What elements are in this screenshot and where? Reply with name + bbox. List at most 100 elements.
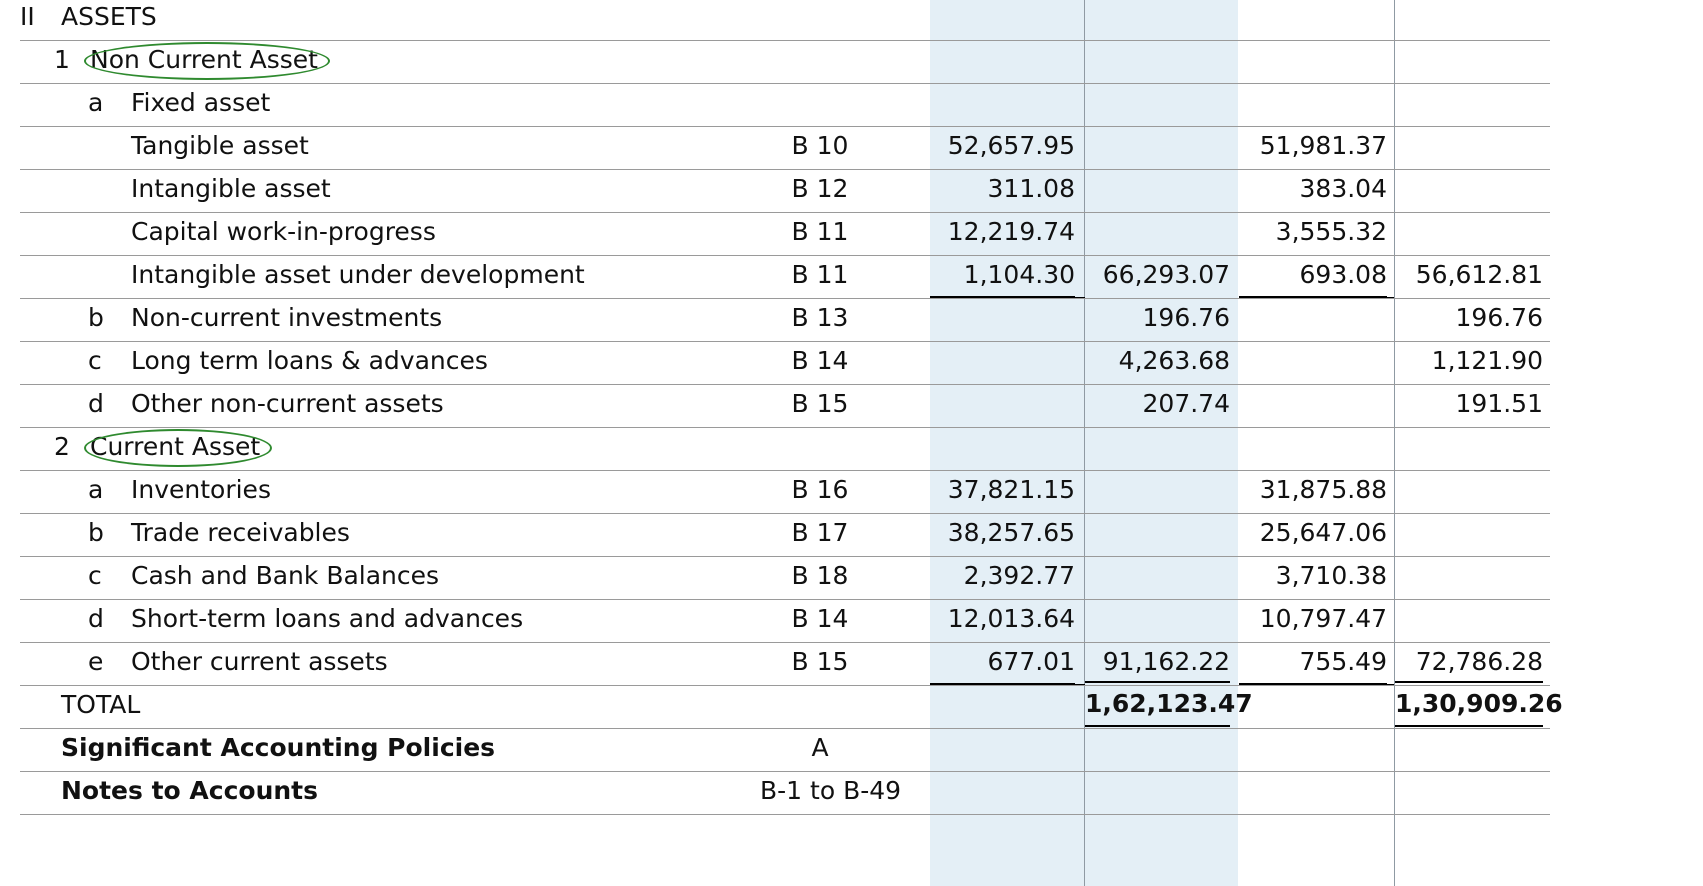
table-row: c Long term loans & advances B 14 4,263.68 1… [0,338,1703,385]
note-reference: B 17 [791,518,849,547]
amount-cell: 72,786.28 [1415,647,1543,676]
row-label: Long term loans & advances [131,346,488,375]
table-row: Capital work-in-progress B 11 12,219.74 3,5… [0,209,1703,256]
row-label: Short-term loans and advances [131,604,524,633]
row-rule [20,83,1550,84]
row-letter: b [88,518,104,547]
table-row: b Trade receivables B 17 38,257.65 25,647.06 [0,510,1703,557]
row-label: Other current assets [131,647,388,676]
table-row: c Cash and Bank Balances B 18 2,392.77 3,710… [0,553,1703,600]
row-rule [20,40,1550,41]
note-reference: B 15 [791,389,849,418]
row-rule [20,384,1550,385]
total-amount: 1,30,909.26 [1395,681,1563,727]
row-rule [20,728,1550,729]
amount-cell: 3,710.38 [1275,561,1387,590]
row-rule [20,771,1550,772]
row-rule [20,212,1550,213]
amount-cell: 12,013.64 [947,604,1075,633]
note-reference: B 15 [791,647,849,676]
amount-cell: 51,981.37 [1259,131,1387,160]
row-letter: d [88,389,104,418]
table-row: Tangible asset B 10 52,657.95 51,981.37 [0,123,1703,170]
group-number: 2 [54,432,70,461]
note-reference: B 11 [791,260,849,289]
total-label: TOTAL [61,690,141,719]
amount-cell: 311.08 [987,174,1075,203]
table-row: e Other current assets B 15 677.01 91,162.22… [0,639,1703,686]
amount-cell: 207.74 [1142,389,1230,418]
row-letter: e [88,647,104,676]
row-letter: c [88,346,102,375]
table-row: a Inventories B 16 37,821.15 31,875.88 [0,467,1703,514]
row-label: Intangible asset under development [131,260,585,289]
note-reference: B 13 [791,303,849,332]
note-reference: B 16 [791,475,849,504]
row-rule [20,556,1550,557]
amount-cell: 37,821.15 [947,475,1075,504]
table-row: Significant Accounting Policies A [0,725,1703,772]
amount-cell: 1,121.90 [1431,346,1543,375]
note-reference: B 12 [791,174,849,203]
note-reference: B 14 [791,346,849,375]
row-rule [20,298,1550,299]
note-reference: B 14 [791,604,849,633]
row-label: Cash and Bank Balances [131,561,440,590]
amount-cell: 191.51 [1455,389,1543,418]
table-row: II ASSETS [0,0,1703,41]
group-label: Current Asset [90,432,261,461]
note-reference: A [811,733,829,762]
table-row: b Non-current investments B 13 196.76 196.76 [0,295,1703,342]
group-number: 1 [54,45,70,74]
row-rule [20,341,1550,342]
table-row: Notes to Accounts B-1 to B-49 [0,768,1703,815]
row-letter: a [88,88,104,117]
table-row: d Short-term loans and advances B 14 12,013… [0,596,1703,643]
amount-cell: 4,263.68 [1118,346,1230,375]
row-label: Non-current investments [131,303,443,332]
row-rule [20,427,1550,428]
note-reference: B 10 [791,131,849,160]
amount-cell: 91,162.22 [1102,647,1230,676]
amount-cell: 12,219.74 [947,217,1075,246]
row-letter: a [88,475,104,504]
row-label: Inventories [131,475,271,504]
total-amount: 1,62,123.47 [1085,681,1253,727]
amount-cell: 1,104.30 [930,252,1075,298]
table-row: Intangible asset under development B 11 1,… [0,252,1703,299]
amount-cell: 196.76 [1142,303,1230,332]
row-label: Other non-current assets [131,389,444,418]
row-rule [20,169,1550,170]
table-row: TOTAL 1,62,123.47 1,30,909.26 [0,681,1703,729]
amount-cell: 677.01 [930,639,1075,685]
row-rule [20,513,1550,514]
row-rule [20,599,1550,600]
amount-cell: 196.76 [1455,303,1543,332]
row-label: Fixed asset [131,88,271,117]
row-letter: b [88,303,104,332]
note-reference: B 18 [791,561,849,590]
footer-label: Significant Accounting Policies [61,733,496,762]
row-rule [20,255,1550,256]
row-rule [20,126,1550,127]
row-rule [20,685,1550,686]
amount-cell: 10,797.47 [1259,604,1387,633]
amount-cell: 31,875.88 [1259,475,1387,504]
row-rule [20,470,1550,471]
group-label: Non Current Asset [90,45,318,74]
note-reference: B 11 [791,217,849,246]
column-divider [1394,0,1395,886]
row-label: Capital work-in-progress [131,217,436,246]
amount-cell: 66,293.07 [1102,260,1230,289]
table-row: Intangible asset B 12 311.08 383.04 [0,166,1703,213]
amount-cell: 383.04 [1299,174,1387,203]
amount-cell: 3,555.32 [1275,217,1387,246]
row-label: Tangible asset [131,131,309,160]
row-letter: d [88,604,104,633]
note-reference: B-1 to B-49 [760,776,902,805]
footer-label: Notes to Accounts [61,776,319,805]
column-divider [1084,0,1085,886]
table-row: 2 Current Asset [0,424,1703,471]
amount-cell: 38,257.65 [947,518,1075,547]
